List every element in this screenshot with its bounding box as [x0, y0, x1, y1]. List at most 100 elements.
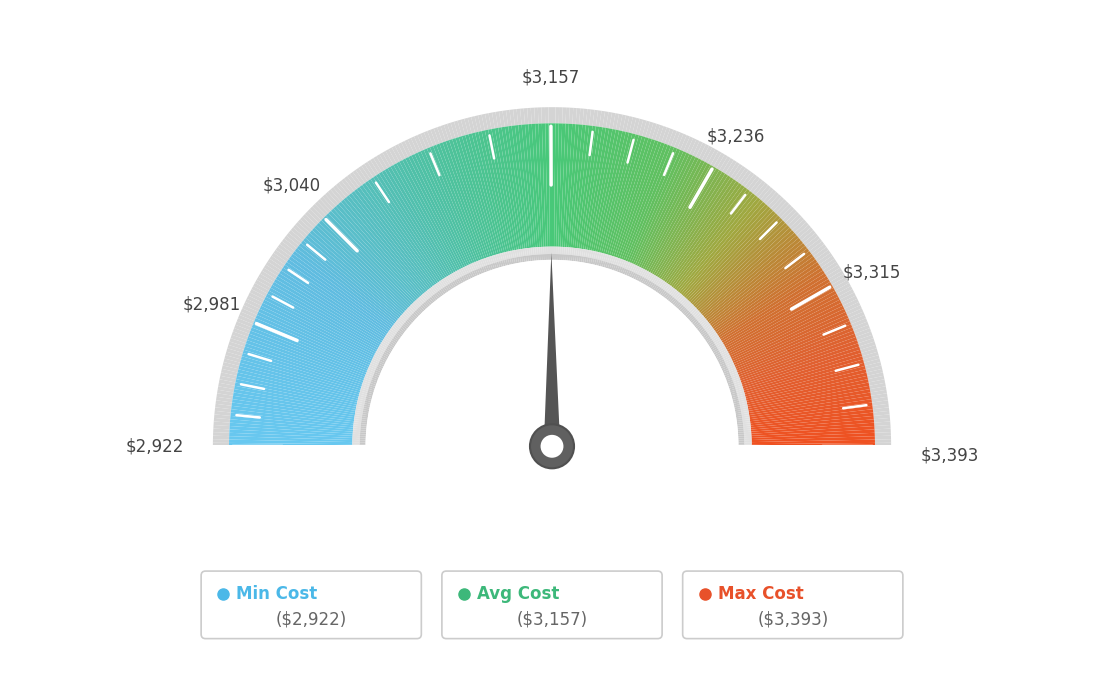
Wedge shape [628, 270, 633, 277]
Wedge shape [803, 233, 818, 246]
Wedge shape [567, 255, 570, 261]
Wedge shape [237, 369, 358, 401]
Wedge shape [575, 126, 593, 248]
Wedge shape [609, 137, 648, 256]
Wedge shape [368, 179, 439, 282]
Wedge shape [428, 288, 434, 295]
Wedge shape [360, 428, 367, 431]
Wedge shape [825, 264, 840, 276]
Wedge shape [648, 164, 711, 273]
Wedge shape [552, 124, 555, 246]
Wedge shape [681, 298, 687, 305]
Wedge shape [411, 315, 416, 320]
Wedge shape [554, 246, 556, 254]
Wedge shape [733, 379, 741, 383]
Wedge shape [606, 262, 609, 268]
Wedge shape [376, 366, 382, 371]
Wedge shape [697, 314, 703, 321]
Wedge shape [500, 261, 503, 267]
Wedge shape [363, 381, 370, 385]
Wedge shape [629, 117, 636, 133]
Wedge shape [417, 298, 423, 305]
Wedge shape [238, 315, 254, 324]
Wedge shape [444, 124, 453, 140]
Wedge shape [668, 130, 677, 146]
Wedge shape [524, 248, 528, 256]
Wedge shape [490, 256, 495, 264]
Wedge shape [615, 266, 619, 272]
Wedge shape [361, 164, 373, 179]
Wedge shape [609, 256, 614, 264]
Wedge shape [401, 325, 407, 331]
Wedge shape [552, 254, 554, 260]
Wedge shape [363, 408, 369, 411]
Wedge shape [765, 192, 779, 206]
Wedge shape [373, 175, 444, 280]
Wedge shape [545, 247, 548, 254]
Wedge shape [742, 346, 860, 386]
Wedge shape [326, 213, 414, 304]
Wedge shape [509, 251, 512, 259]
Wedge shape [369, 387, 374, 391]
Wedge shape [577, 126, 596, 248]
Wedge shape [413, 312, 418, 317]
Wedge shape [530, 255, 532, 261]
Wedge shape [580, 256, 582, 262]
Wedge shape [373, 373, 380, 377]
Wedge shape [545, 124, 550, 247]
Wedge shape [739, 399, 746, 402]
Wedge shape [248, 293, 264, 303]
Wedge shape [229, 443, 352, 446]
Wedge shape [362, 416, 368, 419]
Wedge shape [459, 268, 465, 276]
Wedge shape [391, 340, 396, 345]
Wedge shape [732, 395, 737, 398]
Wedge shape [221, 369, 237, 376]
Wedge shape [708, 340, 713, 345]
Wedge shape [242, 353, 361, 391]
Wedge shape [746, 373, 868, 403]
Wedge shape [293, 225, 308, 238]
Wedge shape [471, 132, 505, 253]
Wedge shape [221, 373, 236, 379]
Wedge shape [744, 442, 752, 444]
Wedge shape [234, 386, 355, 411]
Wedge shape [353, 426, 361, 428]
Wedge shape [646, 161, 708, 271]
Wedge shape [682, 299, 689, 306]
Wedge shape [477, 268, 481, 275]
Wedge shape [606, 135, 643, 255]
Wedge shape [744, 440, 752, 442]
Wedge shape [517, 109, 521, 125]
Wedge shape [397, 330, 403, 335]
Wedge shape [382, 339, 390, 345]
Wedge shape [305, 212, 319, 225]
Wedge shape [675, 191, 753, 290]
Wedge shape [396, 332, 402, 337]
Wedge shape [378, 362, 384, 367]
Wedge shape [407, 306, 415, 313]
Wedge shape [454, 279, 459, 286]
Wedge shape [633, 265, 637, 273]
Wedge shape [698, 316, 704, 322]
Wedge shape [696, 143, 705, 159]
Wedge shape [273, 282, 380, 346]
Wedge shape [873, 415, 890, 420]
Wedge shape [498, 253, 502, 261]
Wedge shape [288, 230, 304, 243]
Wedge shape [354, 417, 362, 420]
Wedge shape [352, 442, 360, 444]
Wedge shape [714, 259, 817, 333]
Wedge shape [262, 303, 373, 359]
Wedge shape [781, 206, 794, 220]
Wedge shape [564, 124, 575, 247]
Wedge shape [612, 264, 615, 270]
Wedge shape [495, 128, 519, 250]
Wedge shape [458, 269, 463, 277]
Wedge shape [654, 168, 720, 275]
Wedge shape [429, 297, 435, 303]
Wedge shape [583, 257, 586, 263]
Wedge shape [722, 366, 728, 371]
Wedge shape [732, 377, 740, 381]
Wedge shape [657, 172, 725, 277]
